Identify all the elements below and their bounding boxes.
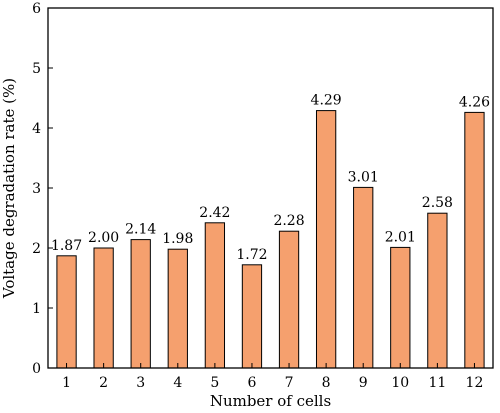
bar-7 — [278, 230, 300, 369]
bar-1 — [56, 255, 77, 369]
data-label-12: 4.26 — [459, 94, 490, 110]
data-label-2: 2.00 — [88, 230, 119, 246]
x-tick-label-11: 11 — [428, 375, 446, 391]
x-tick-label-1: 1 — [62, 375, 71, 391]
bar-5 — [204, 222, 226, 369]
x-tick-label-2: 2 — [99, 375, 108, 391]
data-label-10: 2.01 — [385, 229, 416, 245]
bar-12 — [464, 111, 485, 369]
x-tick-label-3: 3 — [136, 375, 145, 391]
y-tick-label-0: 0 — [32, 361, 41, 377]
data-label-5: 2.42 — [199, 205, 230, 221]
data-label-6: 1.72 — [236, 247, 267, 263]
data-label-7: 2.28 — [273, 213, 304, 229]
bar-10 — [390, 246, 411, 369]
y-tick-label-4: 4 — [32, 121, 41, 137]
x-tick-label-5: 5 — [210, 375, 219, 391]
x-axis-title: Number of cells — [210, 392, 331, 410]
data-label-11: 2.58 — [422, 195, 453, 211]
data-labels-group: 1.87 2.00 2.14 1.98 2.42 1.72 2.28 4.29 3.01 2.01… — [51, 93, 490, 263]
bar-2 — [93, 247, 114, 369]
y-tick-label-2: 2 — [32, 241, 41, 257]
data-label-4: 1.98 — [162, 231, 193, 247]
x-axis-ticks: 1 2 3 4 5 6 7 8 9 10 11 12 — [62, 363, 483, 391]
x-tick-label-7: 7 — [285, 375, 294, 391]
bar-9 — [353, 186, 374, 369]
y-axis-ticks: 0 1 2 3 4 5 6 — [32, 1, 53, 377]
bar-3 — [130, 239, 151, 369]
x-tick-label-4: 4 — [173, 375, 182, 391]
y-tick-label-3: 3 — [32, 181, 41, 197]
x-tick-label-12: 12 — [466, 375, 484, 391]
bar-11 — [427, 212, 448, 369]
bar-6 — [241, 264, 263, 369]
data-label-1: 1.87 — [51, 238, 82, 254]
x-tick-label-10: 10 — [391, 375, 409, 391]
x-tick-label-9: 9 — [359, 375, 368, 391]
bar-4 — [167, 248, 188, 369]
y-tick-label-1: 1 — [32, 301, 41, 317]
x-tick-label-8: 8 — [322, 375, 331, 391]
plot-frame — [47, 7, 494, 369]
data-label-8: 4.29 — [311, 93, 342, 109]
y-axis-title: Voltage degradation rate (%) — [0, 78, 18, 299]
data-label-9: 3.01 — [348, 169, 379, 185]
y-tick-label-6: 6 — [32, 1, 41, 17]
bar-8 — [315, 110, 337, 369]
data-label-3: 2.14 — [125, 222, 156, 238]
bars-group — [56, 110, 485, 369]
x-tick-label-6: 6 — [247, 375, 256, 391]
y-tick-label-5: 5 — [32, 61, 41, 77]
